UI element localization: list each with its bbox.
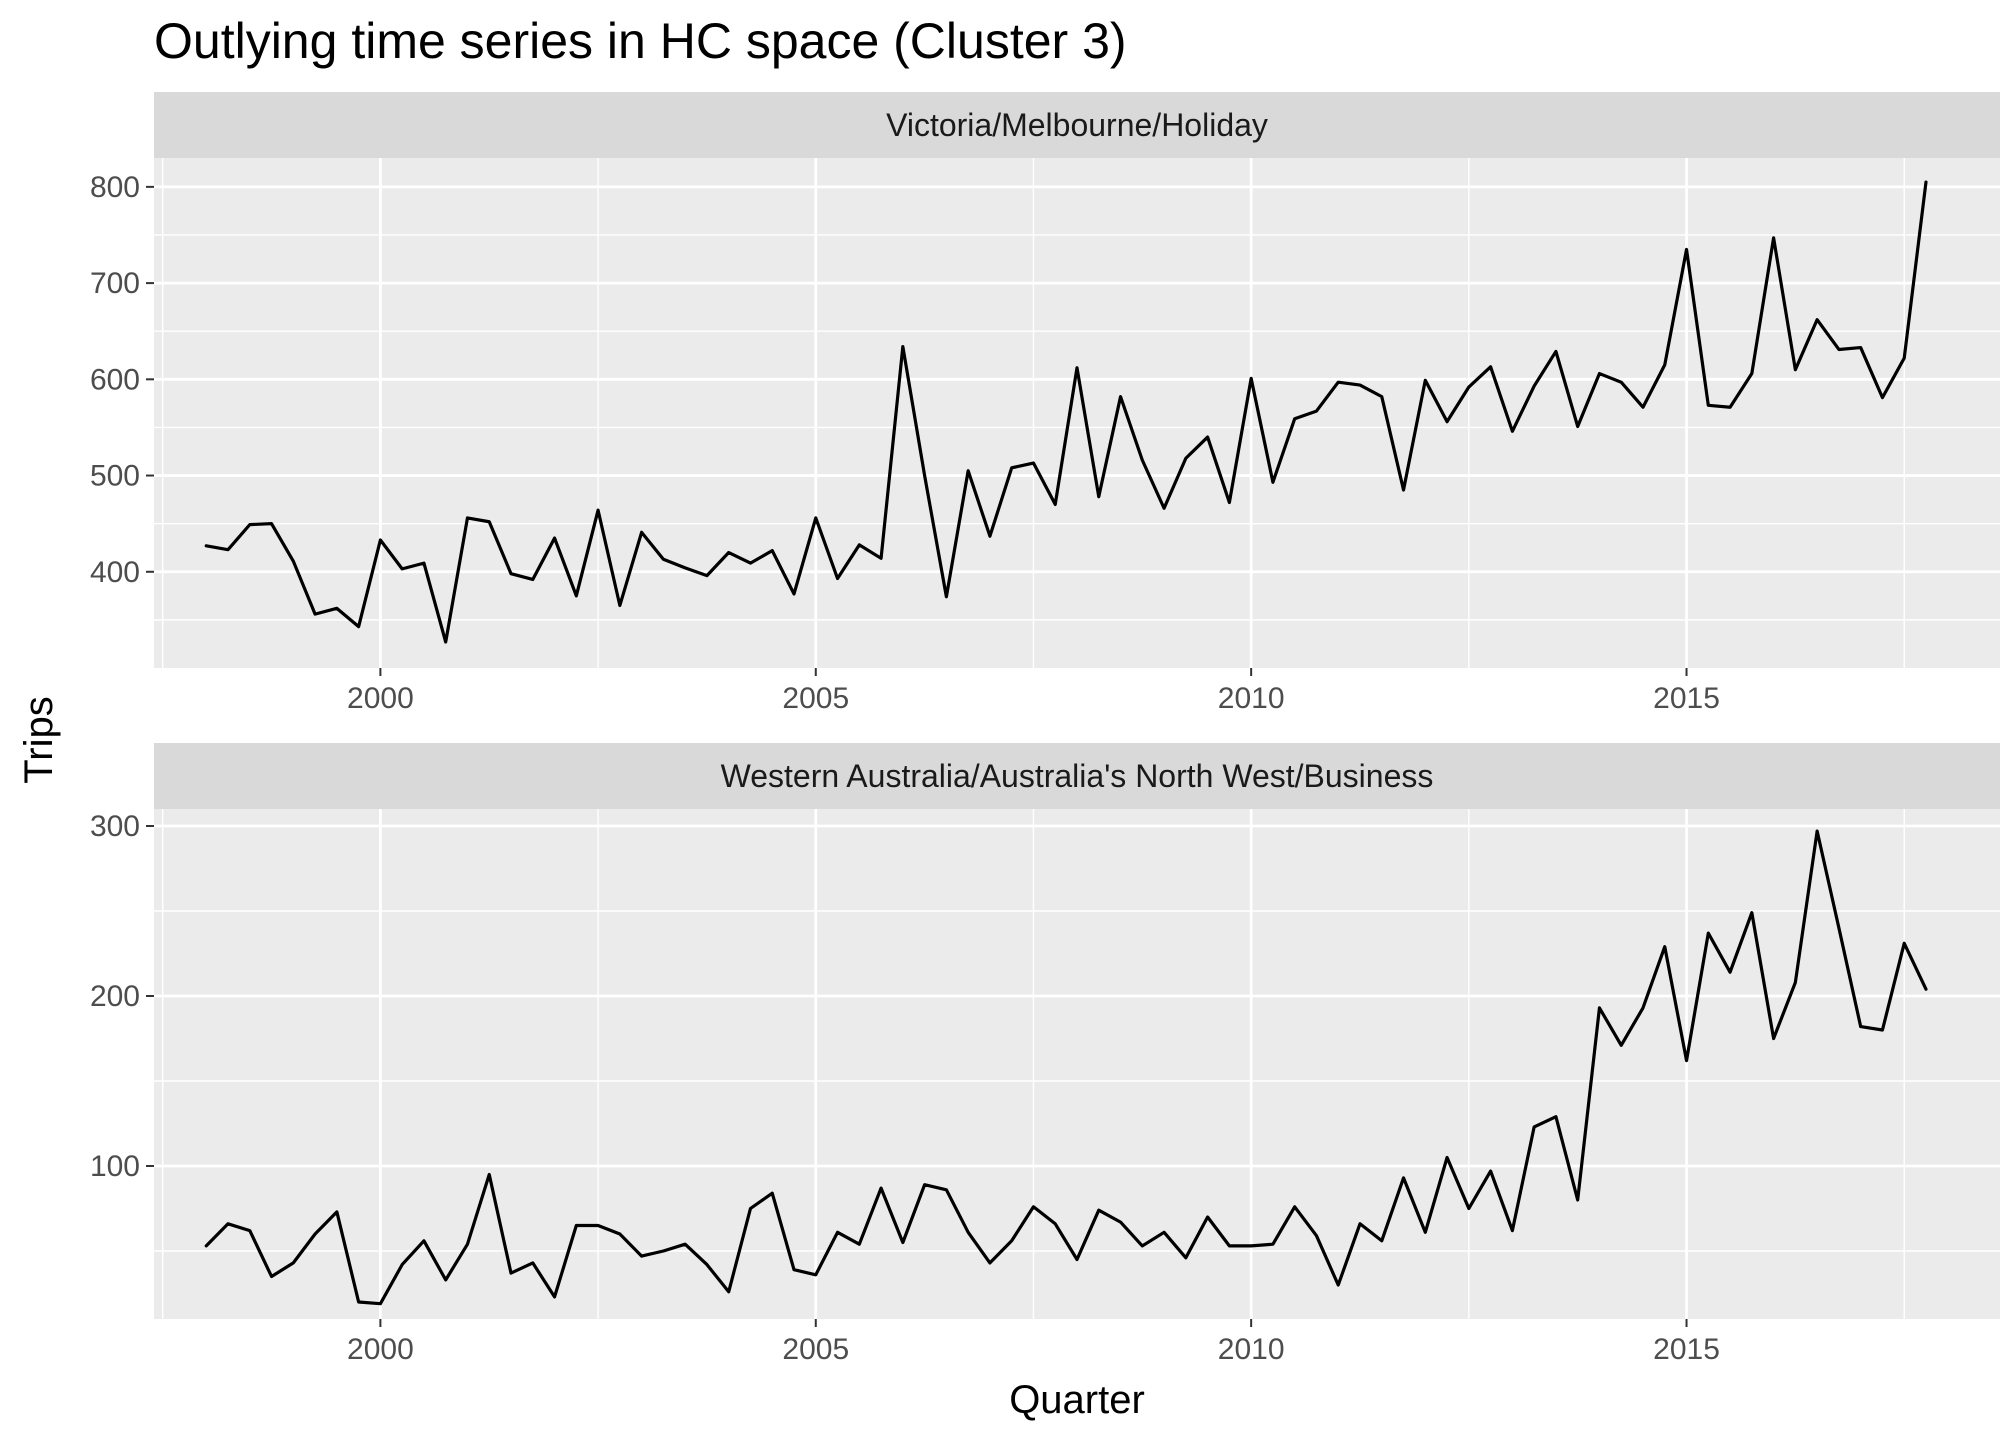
major-gridlines xyxy=(154,809,2000,1319)
facet-strip-label: Western Australia/Australia's North West… xyxy=(721,758,1434,794)
series-line xyxy=(204,829,1928,1306)
x-axis-title: Quarter xyxy=(1009,1378,1145,1422)
series-line xyxy=(204,180,1928,644)
y-axis: 100 200 300 xyxy=(90,810,154,1183)
x-tick-label: 2005 xyxy=(782,1333,849,1366)
x-tick-label: 2000 xyxy=(347,682,414,715)
facet-strip xyxy=(154,743,2000,809)
y-tick-label: 300 xyxy=(90,810,140,843)
y-tick-label: 800 xyxy=(90,171,140,204)
facet-strip-label: Victoria/Melbourne/Holiday xyxy=(886,107,1268,143)
facet-panel-western-australia: Western Australia/Australia's North West… xyxy=(90,743,2000,1366)
plot-area xyxy=(154,809,2000,1319)
series-layer xyxy=(204,829,1928,1306)
x-axis: 2000 2005 2010 2015 xyxy=(347,668,1720,715)
plot-area xyxy=(154,158,2000,668)
y-axis: 400 500 600 700 800 xyxy=(90,171,154,589)
series-layer xyxy=(204,180,1928,644)
x-tick-label: 2010 xyxy=(1218,1333,1285,1366)
y-tick-label: 600 xyxy=(90,363,140,396)
minor-gridlines xyxy=(154,158,2000,668)
y-tick-label: 400 xyxy=(90,556,140,589)
x-tick-label: 2010 xyxy=(1218,682,1285,715)
y-axis-title: Trips xyxy=(17,696,61,783)
chart-title: Outlying time series in HC space (Cluste… xyxy=(154,13,1127,69)
facet-panel-victoria: Victoria/Melbourne/Holiday 400 500 600 700 8… xyxy=(90,92,2000,715)
x-tick-label: 2015 xyxy=(1653,682,1720,715)
facet-strip xyxy=(154,92,2000,158)
y-tick-label: 200 xyxy=(90,980,140,1013)
y-tick-label: 100 xyxy=(90,1150,140,1183)
y-tick-label: 500 xyxy=(90,460,140,493)
x-axis: 2000 2005 2010 2015 xyxy=(347,1319,1720,1366)
x-tick-label: 2015 xyxy=(1653,1333,1720,1366)
y-tick-label: 700 xyxy=(90,267,140,300)
x-tick-label: 2005 xyxy=(782,682,849,715)
x-tick-label: 2000 xyxy=(347,1333,414,1366)
